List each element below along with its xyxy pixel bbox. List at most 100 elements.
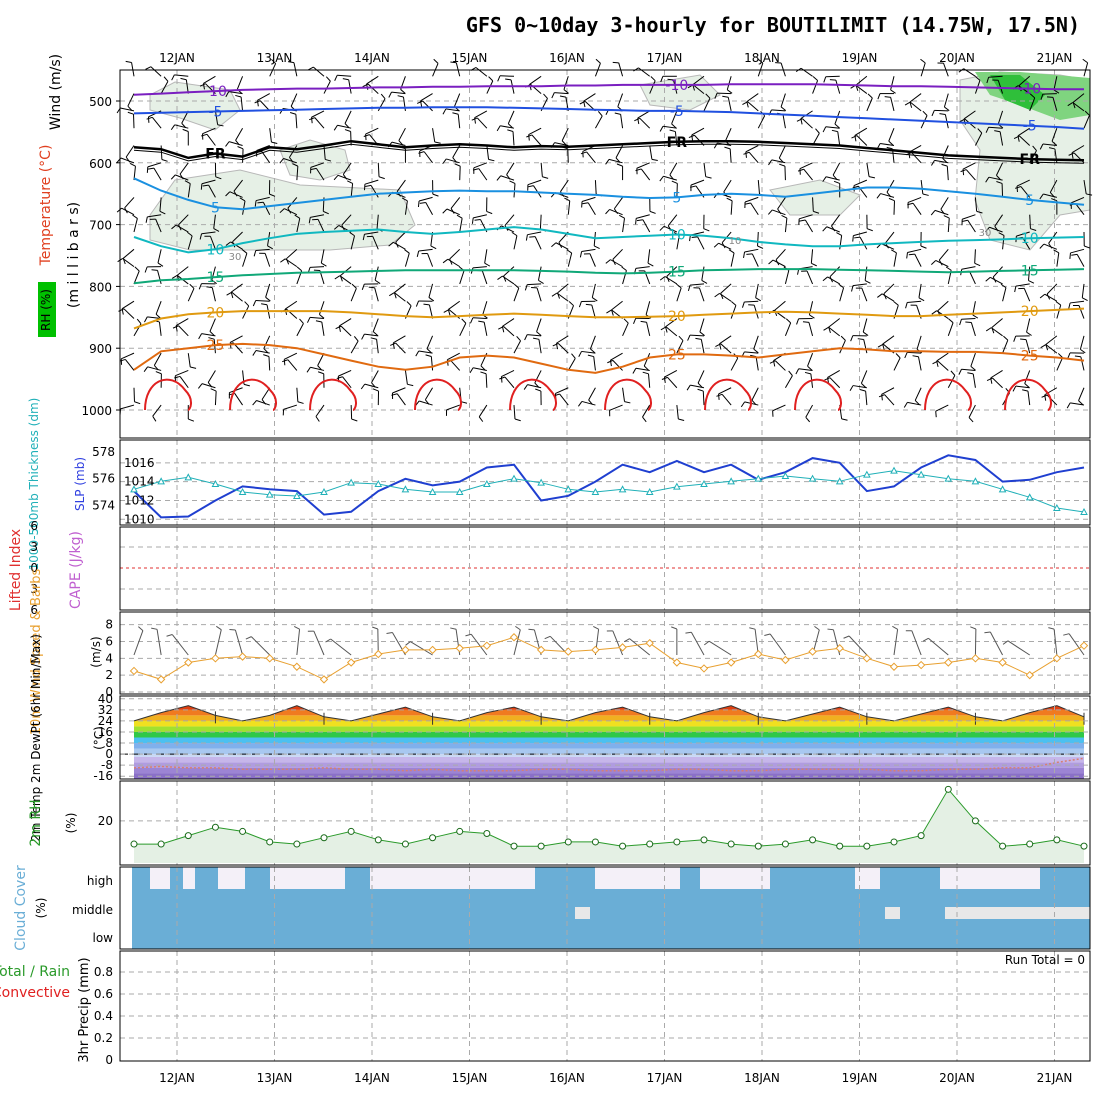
wind-barb-flag: [388, 91, 392, 98]
wind-barb: [1070, 196, 1085, 204]
wind-barb: [1025, 339, 1031, 354]
wind-barb-flag: [994, 130, 1001, 133]
wind-barb-flag: [671, 626, 678, 630]
wind-barb: [287, 359, 298, 371]
wind-barb: [478, 168, 488, 181]
wind-barb-flag: [566, 249, 572, 254]
wind-barb: [1042, 143, 1057, 146]
wind-barb-flag: [831, 129, 838, 133]
wind-barb: [671, 110, 678, 125]
wind-barb-flag: [635, 218, 637, 225]
rh-point: [184, 832, 192, 840]
wind-barb: [1075, 203, 1085, 216]
ytick-label-precip: 0.8: [94, 965, 113, 979]
isotherm-label: -10: [204, 84, 227, 100]
rh-point: [917, 832, 925, 840]
wind-speed-point: [129, 666, 139, 676]
wind-barb-flag: [342, 78, 349, 81]
wind-barb: [1056, 357, 1064, 371]
wind-barb-flag: [1074, 355, 1081, 358]
wind-speed-point: [971, 654, 980, 663]
wind-barb-flag: [697, 382, 703, 388]
wind-barb-flag: [942, 157, 948, 163]
wind-barb-flag: [1000, 283, 1007, 289]
wind-barb: [970, 352, 976, 367]
wind-barb: [672, 79, 678, 94]
rh-point: [266, 838, 274, 846]
wind-barb: [859, 236, 868, 250]
wind-barb-flag: [465, 633, 472, 637]
precip-panel: 0 0.2 0.4 0.6 0.8 Run Total = 0 Total / Rain Co…: [0, 950, 1091, 1067]
run-total-label: Run Total = 0: [1005, 953, 1085, 967]
wind-barb: [612, 360, 623, 371]
wind-barb: [370, 185, 379, 198]
date-label-top: 12JAN: [159, 51, 195, 65]
wind-barb-flag: [769, 360, 776, 364]
wind-barb-flag: [852, 235, 854, 242]
wind-barb: [1070, 248, 1085, 254]
wind-barb: [863, 339, 868, 354]
wind-barb-flag: [593, 245, 600, 250]
wind-barb: [482, 301, 488, 315]
wind-speed-point: [509, 633, 519, 642]
wind-speed-point: [346, 658, 356, 667]
wind-barb-flag: [764, 633, 771, 637]
wind-barb-flag: [1015, 186, 1022, 189]
wind-barb-flag: [884, 96, 891, 98]
wind-barb: [264, 253, 271, 267]
thickness-point: [618, 485, 627, 493]
wind-barb-flag: [336, 376, 343, 379]
wind-barb-flag: [582, 202, 589, 205]
wind-barb-flag: [866, 228, 873, 232]
wind-barb-flag: [198, 333, 203, 340]
wind-barb-flag: [496, 125, 501, 132]
wind-barb-flag: [514, 418, 521, 422]
wind-barb-flag: [389, 292, 395, 297]
wind-barb-flag: [401, 197, 408, 202]
wind-barb-flag: [526, 134, 533, 138]
wind-barb-flag: [882, 343, 885, 350]
wind-barb: [178, 325, 189, 337]
wind-barb-flag: [143, 366, 149, 372]
wind-barb: [446, 404, 460, 411]
wind-barb: [730, 305, 737, 319]
wind-barb: [610, 259, 623, 268]
wind-barb: [1026, 318, 1031, 333]
wind-barb: [613, 197, 623, 210]
wind-barb: [995, 162, 1004, 176]
wind-barb: [232, 231, 243, 243]
wind-barb: [1053, 629, 1058, 656]
isotherm-label: 15: [207, 270, 225, 286]
wind-barb-flag: [931, 110, 935, 117]
wind-speed-point: [184, 658, 193, 667]
wind-barb-flag: [125, 60, 132, 63]
wind-speed-point: [944, 658, 953, 667]
wind-barb: [862, 318, 868, 333]
wind-barb: [122, 257, 135, 268]
wind-barb: [669, 162, 678, 176]
wind-barb-flag: [226, 291, 233, 296]
wind-barb-flag: [659, 276, 666, 281]
wind-barb: [907, 248, 922, 253]
wind-barb-flag: [1063, 633, 1070, 636]
ytick-label-precip: 0: [105, 1053, 113, 1067]
wind-barb-flag: [287, 61, 295, 64]
wind-barb-flag: [415, 300, 420, 307]
wind-barb-flag: [1082, 297, 1088, 302]
ylabel-cloud: Cloud Cover: [13, 865, 29, 951]
wind-barb-flag: [334, 275, 341, 280]
wind-barb-flag: [552, 342, 559, 347]
thickness-point: [1080, 507, 1088, 515]
thickness-point: [998, 485, 1007, 493]
ytick-label-slp: 1016: [124, 456, 155, 470]
rh-line: [134, 788, 1085, 847]
wind-barb-flag: [660, 326, 667, 331]
wind-barb-flag: [827, 628, 834, 631]
wind-barb-flag: [587, 354, 594, 358]
rh-point: [836, 842, 844, 850]
wind-barb-flag: [170, 124, 176, 131]
wind-barb-flag: [868, 176, 876, 179]
wind-barb-flag: [811, 262, 817, 267]
wind-barb: [757, 180, 761, 195]
